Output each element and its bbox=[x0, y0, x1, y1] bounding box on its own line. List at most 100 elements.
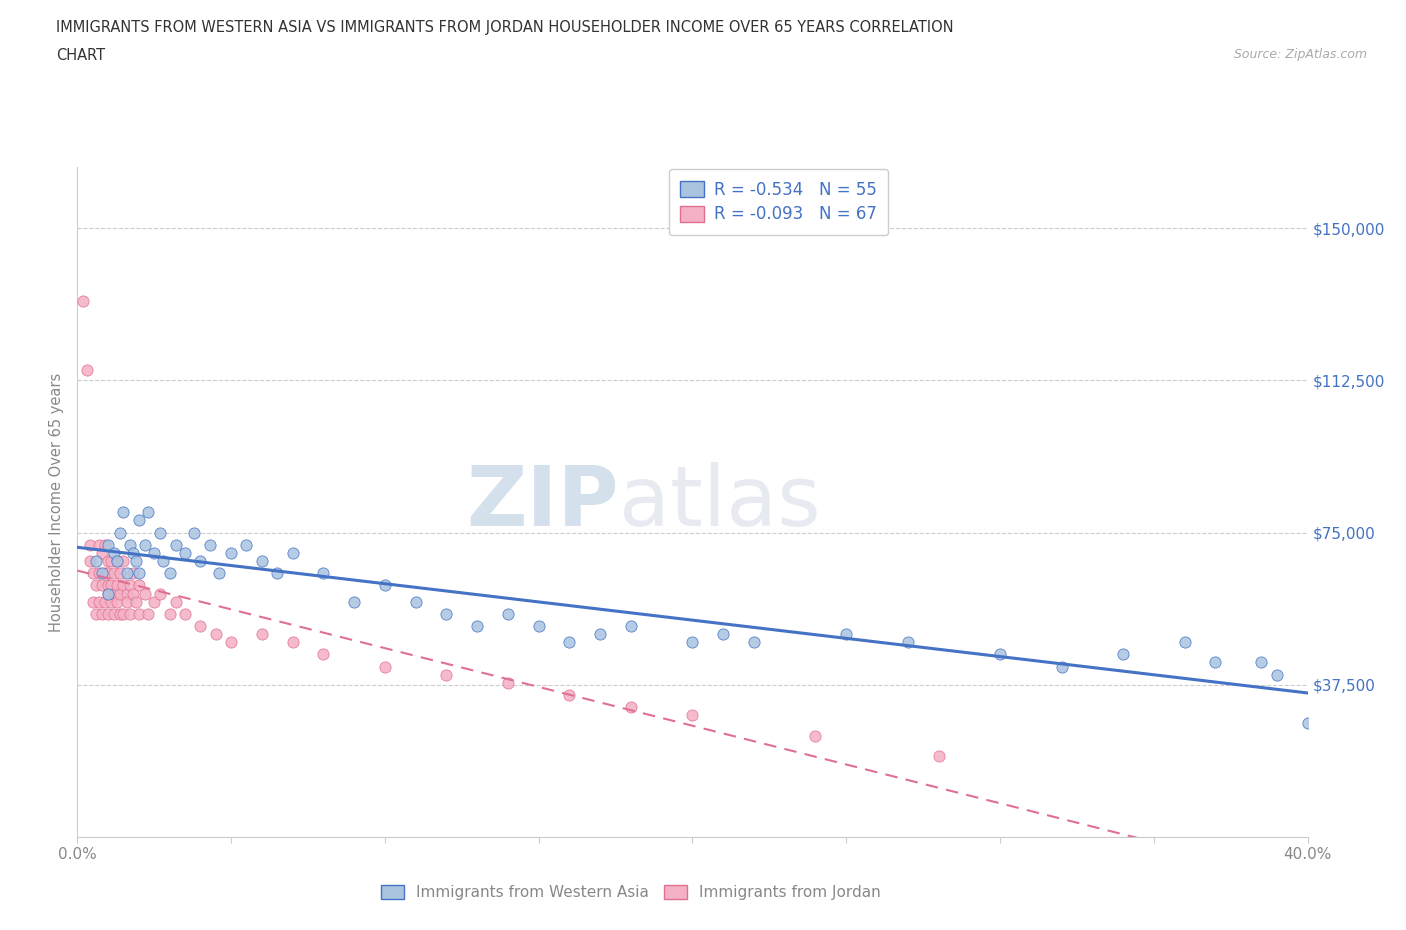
Point bbox=[110, 606, 132, 621]
Point bbox=[97, 606, 120, 621]
Point bbox=[250, 627, 273, 642]
Point bbox=[1265, 667, 1288, 682]
Point bbox=[250, 553, 273, 568]
Point bbox=[103, 546, 125, 561]
Point bbox=[496, 606, 519, 621]
Point bbox=[82, 594, 104, 609]
Point bbox=[682, 635, 704, 650]
Point bbox=[281, 635, 304, 650]
Point bbox=[198, 538, 221, 552]
Point bbox=[188, 618, 212, 633]
Point bbox=[97, 565, 120, 580]
Point bbox=[235, 538, 257, 552]
Point bbox=[90, 546, 114, 561]
Point bbox=[204, 627, 226, 642]
Point bbox=[118, 606, 141, 621]
Point bbox=[312, 647, 335, 662]
Point bbox=[558, 635, 581, 650]
Point bbox=[589, 627, 612, 642]
Point bbox=[136, 505, 159, 520]
Point bbox=[105, 553, 128, 568]
Point bbox=[121, 546, 143, 561]
Point bbox=[128, 578, 150, 592]
Point bbox=[90, 578, 114, 592]
Point bbox=[110, 565, 132, 580]
Point bbox=[110, 525, 132, 540]
Point bbox=[742, 635, 765, 650]
Point bbox=[100, 553, 122, 568]
Point bbox=[835, 627, 858, 642]
Point bbox=[897, 635, 920, 650]
Point bbox=[121, 565, 143, 580]
Text: atlas: atlas bbox=[619, 461, 820, 543]
Point bbox=[82, 565, 104, 580]
Point bbox=[928, 749, 950, 764]
Point bbox=[125, 553, 148, 568]
Point bbox=[219, 635, 242, 650]
Point bbox=[134, 538, 156, 552]
Text: ZIP: ZIP bbox=[467, 461, 619, 543]
Text: CHART: CHART bbox=[56, 48, 105, 63]
Point bbox=[496, 675, 519, 690]
Point bbox=[84, 553, 107, 568]
Text: IMMIGRANTS FROM WESTERN ASIA VS IMMIGRANTS FROM JORDAN HOUSEHOLDER INCOME OVER 6: IMMIGRANTS FROM WESTERN ASIA VS IMMIGRAN… bbox=[56, 20, 953, 35]
Point bbox=[558, 687, 581, 702]
Point bbox=[97, 578, 120, 592]
Point bbox=[159, 565, 181, 580]
Point bbox=[128, 606, 150, 621]
Point bbox=[159, 606, 181, 621]
Point bbox=[103, 565, 125, 580]
Point bbox=[118, 538, 141, 552]
Point bbox=[134, 586, 156, 601]
Point bbox=[115, 565, 138, 580]
Point bbox=[988, 647, 1011, 662]
Point bbox=[527, 618, 550, 633]
Point bbox=[143, 546, 166, 561]
Point bbox=[105, 553, 128, 568]
Point bbox=[436, 667, 458, 682]
Point bbox=[87, 538, 110, 552]
Point bbox=[87, 594, 110, 609]
Point bbox=[84, 606, 107, 621]
Point bbox=[620, 618, 643, 633]
Text: Source: ZipAtlas.com: Source: ZipAtlas.com bbox=[1233, 48, 1367, 61]
Point bbox=[374, 578, 396, 592]
Point bbox=[136, 606, 159, 621]
Point bbox=[174, 606, 197, 621]
Point bbox=[112, 606, 135, 621]
Point bbox=[711, 627, 734, 642]
Point bbox=[183, 525, 205, 540]
Point bbox=[405, 594, 427, 609]
Point bbox=[188, 553, 212, 568]
Point bbox=[165, 594, 187, 609]
Point bbox=[112, 578, 135, 592]
Point bbox=[436, 606, 458, 621]
Point bbox=[374, 659, 396, 674]
Point bbox=[94, 538, 117, 552]
Point bbox=[620, 699, 643, 714]
Point bbox=[152, 553, 174, 568]
Point bbox=[79, 553, 101, 568]
Point bbox=[1204, 655, 1226, 670]
Point bbox=[97, 586, 120, 601]
Point bbox=[112, 505, 135, 520]
Point bbox=[208, 565, 231, 580]
Point bbox=[112, 553, 135, 568]
Point bbox=[105, 578, 128, 592]
Point bbox=[174, 546, 197, 561]
Point bbox=[103, 606, 125, 621]
Point bbox=[72, 294, 94, 309]
Point bbox=[1250, 655, 1272, 670]
Point bbox=[94, 594, 117, 609]
Point bbox=[97, 538, 120, 552]
Point bbox=[804, 728, 827, 743]
Point bbox=[84, 578, 107, 592]
Point bbox=[1296, 716, 1319, 731]
Point bbox=[312, 565, 335, 580]
Point bbox=[128, 513, 150, 528]
Point bbox=[115, 594, 138, 609]
Point bbox=[90, 606, 114, 621]
Point bbox=[100, 594, 122, 609]
Point bbox=[79, 538, 101, 552]
Point bbox=[125, 594, 148, 609]
